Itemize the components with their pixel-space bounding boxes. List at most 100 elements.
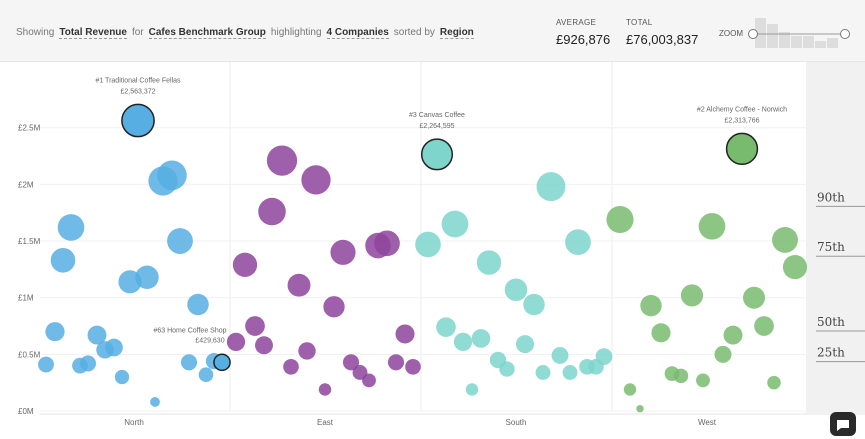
bubble <box>87 325 107 345</box>
highlight-label: #2 Alchemy Coffee - Norwich <box>697 106 787 113</box>
bubble <box>114 369 130 385</box>
zoom-bar <box>815 41 826 48</box>
bubble <box>266 145 298 176</box>
bubble <box>651 323 671 343</box>
bubble <box>157 160 187 191</box>
bubble <box>536 172 566 202</box>
stat-label: TOTAL <box>626 18 653 27</box>
bubble <box>57 214 85 241</box>
bubble <box>342 354 360 371</box>
bubble <box>723 325 743 345</box>
bubble <box>301 165 331 195</box>
bubble <box>150 397 160 407</box>
bubble <box>523 293 545 316</box>
bubble <box>167 228 193 254</box>
bubble <box>187 293 209 316</box>
bubble <box>772 226 798 253</box>
bubble <box>232 252 258 277</box>
bubble <box>50 247 76 273</box>
bubble <box>640 294 662 317</box>
summary-choice[interactable]: Total Revenue <box>59 27 127 39</box>
stat-label: AVERAGE <box>556 18 597 27</box>
highlighted-bubble <box>725 132 759 166</box>
zoom-bar <box>827 38 838 48</box>
percentile-panel <box>806 62 865 415</box>
y-tick-label: £0M <box>18 407 34 416</box>
highlight-label: #1 Traditional Coffee Fellas <box>95 77 181 84</box>
summary-choice[interactable]: 4 Companies <box>326 27 389 39</box>
bubble <box>471 329 491 348</box>
x-tick-label: West <box>698 418 717 427</box>
summary-choice[interactable]: Region <box>439 27 474 39</box>
bubble <box>405 359 421 375</box>
bubble <box>636 405 644 413</box>
bubble <box>680 284 704 307</box>
bubble <box>782 255 808 280</box>
zoom-histogram <box>748 18 850 48</box>
bubble <box>551 347 569 364</box>
summary-text: highlighting <box>270 27 322 38</box>
stat-average: AVERAGE £926,876 <box>556 18 610 47</box>
x-tick-label: North <box>124 418 144 427</box>
percentile-label: 90th <box>817 190 845 204</box>
bubble <box>415 231 441 258</box>
summary-text: Showing <box>16 27 55 38</box>
zoom-handle[interactable] <box>840 29 850 39</box>
bubble <box>318 383 332 396</box>
highlighted-bubble <box>213 353 231 372</box>
bubble <box>395 324 415 344</box>
y-tick-label: £2.5M <box>18 124 41 133</box>
chart: £0M £0.5M £1M £1.5M £2M £2.5M North East South We… <box>18 62 865 436</box>
bubble <box>565 229 591 256</box>
bubble <box>696 373 710 388</box>
bubble <box>515 335 535 354</box>
bubble <box>258 197 286 226</box>
percentile-label: 25th <box>817 346 845 360</box>
highlight-value: £2,264,595 <box>419 123 454 130</box>
bubble <box>283 359 299 375</box>
bubble <box>743 286 765 309</box>
summary-text: for <box>131 27 144 38</box>
bubble <box>255 336 273 355</box>
zoom-bar <box>767 24 778 48</box>
bubble <box>198 367 214 383</box>
bubble <box>374 230 400 257</box>
summary-choice[interactable]: Cafes Benchmark Group <box>148 27 266 39</box>
bubble <box>79 355 97 372</box>
y-tick-label: £1M <box>18 294 34 303</box>
percentile-label: 50th <box>817 315 845 329</box>
highlight-value: £429,630 <box>195 337 224 344</box>
y-tick-label: £0.5M <box>18 350 41 359</box>
x-tick-label: East <box>317 418 334 427</box>
bubble <box>330 239 356 265</box>
bubble <box>441 210 469 238</box>
bubble <box>436 317 456 337</box>
y-tick-label: £2M <box>18 180 34 189</box>
summary-sentence: Showing Total Revenue for Cafes Benchmark G… <box>16 27 479 39</box>
bubble <box>606 205 634 234</box>
percentile-label: 75th <box>817 240 845 254</box>
bubble <box>714 345 732 363</box>
bubble <box>298 342 316 360</box>
highlighted-bubble <box>420 138 454 171</box>
bubble <box>45 322 65 342</box>
bubble <box>767 375 781 390</box>
highlight-value: £2,313,766 <box>724 117 759 124</box>
zoom-handle[interactable] <box>748 29 758 39</box>
bubble <box>135 265 159 290</box>
bubble <box>595 348 613 365</box>
bubble <box>499 361 515 377</box>
bubble <box>673 368 689 384</box>
stat-total: TOTAL £76,003,837 <box>626 18 698 47</box>
zoom-bar <box>803 36 814 48</box>
bubble <box>323 296 345 318</box>
highlighted-bubble <box>121 103 155 138</box>
bubble <box>180 354 198 371</box>
summary-text: sorted by <box>393 27 435 38</box>
bubble <box>362 373 376 388</box>
plot-layer: £0M £0.5M £1M £1.5M £2M £2.5M North East South We… <box>18 62 865 427</box>
bubble <box>476 250 502 275</box>
stat-value: £76,003,837 <box>626 32 699 47</box>
bubble <box>105 338 123 357</box>
